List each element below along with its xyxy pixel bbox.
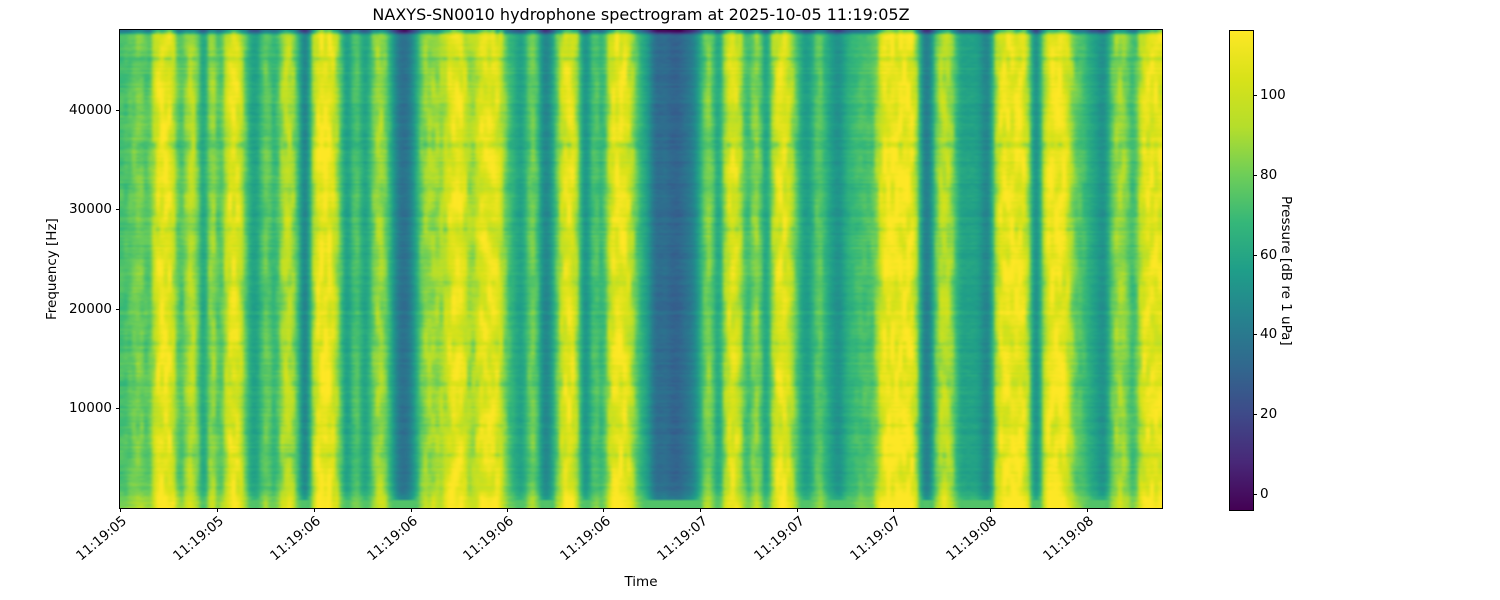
y-tick-label: 30000 (69, 201, 112, 218)
y-tick-mark (116, 408, 120, 410)
x-tick-label: 11:19:07 (750, 513, 808, 565)
x-tick-mark (1086, 508, 1088, 512)
colorbar-tick-mark (1253, 174, 1257, 176)
x-tick-mark (893, 508, 895, 512)
x-tick-mark (313, 508, 315, 512)
x-tick-label: 11:19:06 (557, 513, 614, 565)
x-tick-label: 11:19:05 (170, 513, 228, 565)
x-tick-label: 11:19:08 (943, 513, 1001, 565)
y-tick-mark (116, 308, 120, 310)
x-tick-mark (410, 508, 412, 512)
y-tick-label: 40000 (69, 101, 112, 118)
colorbar-tick-mark (1253, 94, 1257, 96)
colorbar-tick-mark (1253, 494, 1257, 496)
x-tick-label: 11:19:06 (267, 513, 325, 565)
x-tick-label: 11:19:06 (460, 513, 517, 565)
x-tick-label: 11:19:08 (1040, 513, 1098, 565)
colorbar-tick-label: 60 (1260, 246, 1278, 263)
x-axis-label: Time (624, 574, 658, 590)
y-axis-label: Frequency [Hz] (44, 218, 60, 320)
x-tick-mark (603, 508, 605, 512)
plot-area: 11:19:05 11:19:05 11:19:06 11:19:06 11:19:06… (69, 29, 1163, 564)
colorbar-tick-label: 100 (1260, 86, 1286, 103)
x-tick-mark (700, 508, 702, 512)
x-tick-mark (120, 508, 121, 512)
colorbar-tick-label: 20 (1260, 406, 1278, 423)
y-tick-mark (116, 109, 120, 111)
colorbar: 0 20 40 60 80 100 (1229, 30, 1286, 511)
x-tick-mark (506, 508, 508, 512)
x-tick-label: 11:19:06 (364, 513, 421, 565)
chart-title: NAXYS-SN0010 hydrophone spectrogram at 2… (372, 5, 910, 24)
x-tick-label: 11:19:05 (73, 513, 131, 565)
y-tick-label: 10000 (69, 400, 112, 417)
y-tick-label: 20000 (69, 300, 112, 317)
colorbar-tick-mark (1253, 254, 1257, 256)
colorbar-label: Pressure [dB re 1 uPa] (1278, 195, 1294, 346)
y-tick-mark (116, 209, 120, 211)
colorbar-tick-label: 0 (1260, 486, 1269, 503)
x-tick-mark (797, 508, 799, 512)
x-tick-mark (216, 508, 218, 512)
spectrogram-image (120, 30, 1162, 508)
x-tick-label: 11:19:07 (653, 513, 711, 565)
x-tick-label: 11:19:07 (846, 513, 904, 565)
colorbar-tick-mark (1253, 414, 1257, 416)
colorbar-tick-mark (1253, 334, 1257, 336)
colorbar-tick-label: 40 (1260, 326, 1278, 343)
x-tick-mark (990, 508, 992, 512)
colorbar-tick-label: 80 (1260, 166, 1278, 183)
